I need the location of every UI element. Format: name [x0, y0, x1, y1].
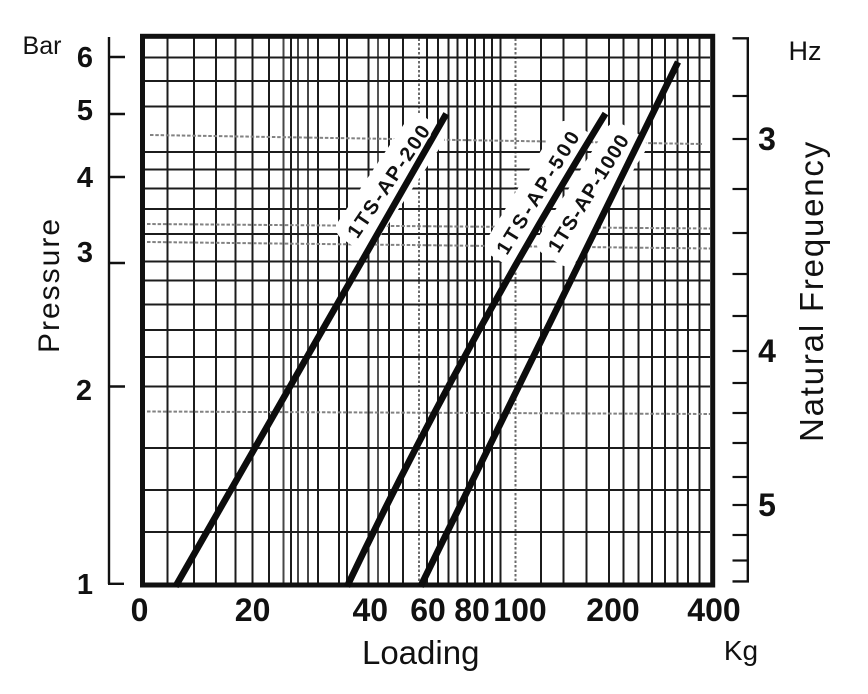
svg-text:2: 2 — [76, 375, 92, 407]
svg-text:100: 100 — [493, 592, 546, 628]
svg-text:Pressure: Pressure — [33, 217, 66, 353]
svg-text:Bar: Bar — [23, 32, 62, 60]
svg-text:6: 6 — [77, 42, 93, 74]
svg-text:20: 20 — [235, 592, 271, 628]
svg-text:60: 60 — [410, 592, 446, 628]
svg-text:80: 80 — [454, 592, 490, 628]
svg-text:1: 1 — [77, 569, 93, 601]
svg-text:5: 5 — [77, 95, 93, 127]
svg-text:3: 3 — [758, 121, 776, 157]
svg-text:200: 200 — [586, 592, 639, 628]
svg-text:Natural Frequency: Natural Frequency — [793, 140, 830, 442]
svg-text:Kg: Kg — [724, 635, 758, 666]
svg-text:4: 4 — [77, 162, 93, 194]
svg-text:Loading: Loading — [362, 634, 479, 671]
svg-text:Hz: Hz — [789, 36, 822, 66]
svg-text:5: 5 — [758, 487, 776, 523]
svg-text:0: 0 — [131, 592, 149, 628]
svg-text:4: 4 — [758, 333, 776, 369]
svg-text:400: 400 — [687, 592, 740, 628]
svg-text:40: 40 — [353, 592, 389, 628]
svg-text:3: 3 — [77, 237, 93, 269]
